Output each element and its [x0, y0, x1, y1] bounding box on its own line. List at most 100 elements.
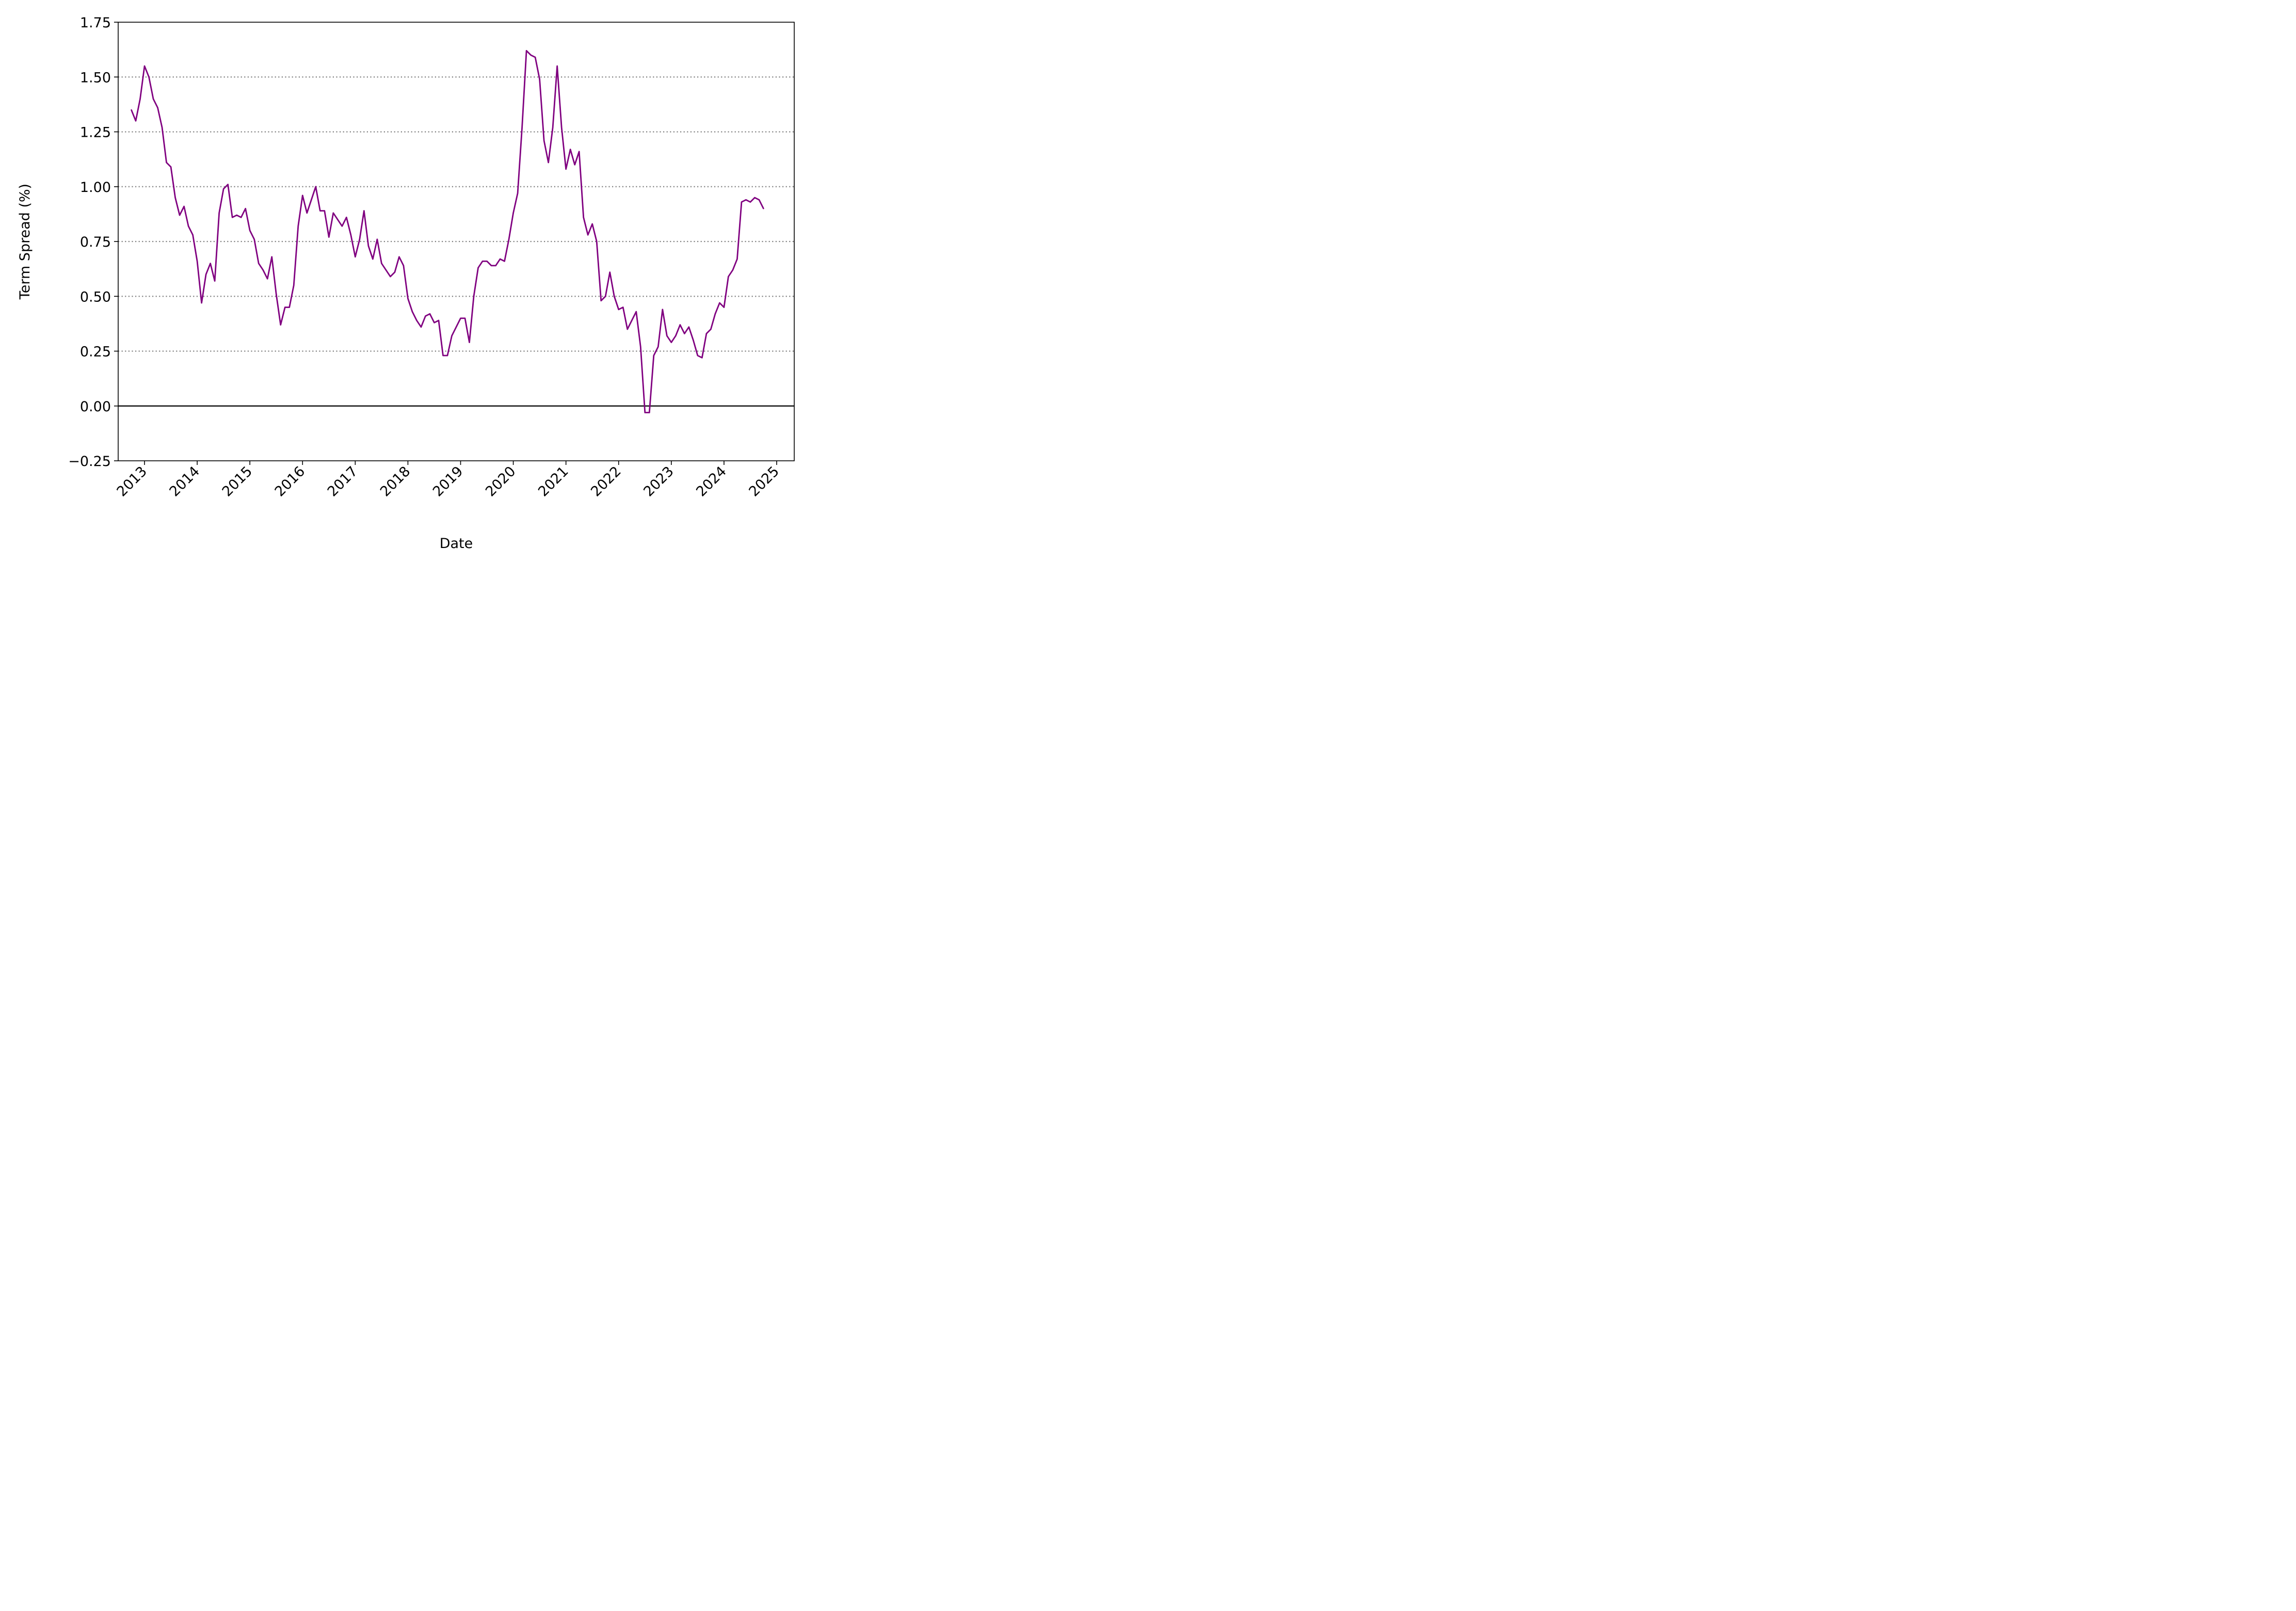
data-point	[337, 219, 339, 220]
data-point	[552, 126, 554, 128]
data-point	[525, 50, 527, 52]
data-point	[267, 278, 268, 280]
data-point	[276, 293, 277, 295]
y-tick-label: 1.75	[80, 15, 111, 31]
data-point	[670, 342, 672, 343]
data-point	[640, 346, 641, 348]
data-point	[446, 355, 448, 357]
data-point	[271, 256, 272, 257]
data-point	[398, 256, 400, 257]
data-point	[732, 269, 734, 271]
data-point	[635, 311, 637, 313]
data-point	[390, 276, 391, 278]
data-point	[605, 296, 606, 297]
data-point	[205, 273, 207, 275]
data-point	[179, 214, 181, 216]
data-point	[302, 195, 303, 196]
data-point	[210, 263, 211, 264]
data-point	[429, 313, 431, 315]
x-axis-label: Date	[440, 536, 473, 552]
data-point	[631, 319, 633, 321]
data-point	[705, 333, 708, 334]
data-point	[381, 263, 382, 264]
y-tick-label: 0.50	[80, 289, 111, 305]
data-point	[196, 261, 198, 262]
data-point	[495, 265, 496, 266]
data-point	[143, 65, 146, 67]
data-point	[411, 311, 413, 313]
data-point	[745, 199, 747, 201]
data-point	[736, 258, 738, 260]
data-point	[148, 76, 150, 78]
data-point	[714, 313, 716, 315]
data-point	[666, 335, 668, 336]
y-tick-label: 1.00	[80, 180, 111, 196]
data-point	[135, 120, 137, 122]
data-point	[311, 199, 312, 201]
data-point	[477, 267, 479, 269]
y-axis-label: Term Spread (%)	[17, 184, 33, 300]
data-point	[684, 333, 685, 334]
data-point	[407, 298, 409, 299]
data-point	[231, 217, 233, 218]
data-point	[214, 280, 216, 282]
data-point	[227, 184, 229, 185]
data-point	[662, 309, 664, 310]
data-point	[359, 238, 361, 240]
data-point	[460, 317, 461, 319]
data-point	[758, 199, 760, 201]
data-point	[131, 109, 132, 111]
data-point	[512, 212, 514, 214]
data-point	[508, 238, 510, 240]
data-point	[675, 335, 677, 336]
data-point	[433, 322, 435, 324]
data-point	[350, 234, 352, 236]
data-point	[346, 217, 347, 218]
data-point	[490, 265, 492, 266]
chart: −0.250.000.250.500.751.001.251.501.75 20…	[0, 0, 807, 567]
gridlines	[118, 76, 794, 352]
data-point	[644, 412, 646, 413]
data-point	[355, 256, 356, 257]
data-point	[425, 315, 426, 317]
series-0	[131, 50, 764, 413]
data-point	[315, 186, 316, 187]
data-point	[222, 188, 224, 190]
data-point	[293, 284, 295, 286]
data-point	[543, 140, 545, 141]
data-point	[627, 328, 628, 330]
y-axis-ticks: −0.25 0.00 0.25 0.50 0.75 1.00 1.25 1.50 1.75	[68, 15, 118, 470]
data-point	[249, 230, 251, 231]
data-point	[517, 192, 519, 194]
data-point	[723, 307, 725, 308]
data-point	[548, 162, 549, 164]
data-point	[218, 212, 220, 214]
y-tick-label: −0.25	[68, 454, 111, 470]
data-point	[591, 223, 593, 225]
data-point	[754, 197, 756, 199]
data-point	[161, 126, 163, 128]
data-point	[341, 225, 343, 227]
data-point	[469, 342, 470, 343]
data-point	[152, 98, 154, 100]
data-point	[600, 300, 602, 301]
y-tick-label: 0.75	[80, 234, 111, 250]
data-point	[697, 355, 699, 357]
data-point	[324, 210, 326, 212]
y-tick-label: 0.00	[80, 399, 111, 415]
data-point	[442, 355, 444, 357]
data-point	[614, 296, 615, 297]
data-point	[455, 326, 457, 328]
data-point	[438, 319, 440, 321]
data-point	[596, 240, 598, 243]
data-point	[504, 261, 505, 262]
data-point	[258, 263, 260, 264]
y-tick-label: 0.25	[80, 344, 111, 360]
data-point	[521, 126, 523, 128]
data-point	[539, 78, 540, 80]
data-point	[556, 65, 558, 67]
y-tick-label: 1.50	[80, 70, 111, 86]
data-point	[473, 296, 475, 297]
data-point	[328, 236, 330, 238]
data-point	[319, 210, 321, 212]
